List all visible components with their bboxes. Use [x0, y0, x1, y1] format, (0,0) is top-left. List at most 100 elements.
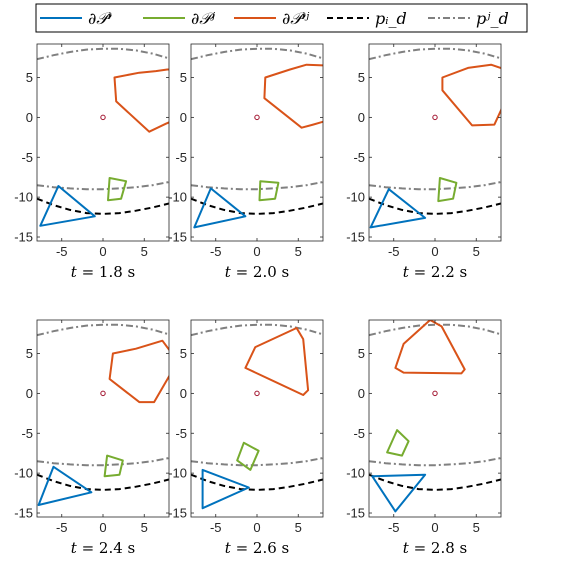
- y-tick-label: -10: [346, 190, 365, 205]
- panel-title-unit: s: [123, 539, 135, 557]
- P-i-polygon: [37, 465, 93, 506]
- center-marker: [100, 114, 106, 121]
- panel-title-unit: s: [455, 539, 467, 557]
- x-tick-label: 5: [141, 520, 148, 535]
- x-tick-label: -5: [210, 520, 222, 535]
- panel-2: -5 0 5 5 0 -5 -10 -15 t = 2.2 s: [346, 43, 502, 281]
- pd-j-curve: [369, 181, 501, 191]
- plot-area: [369, 320, 501, 513]
- pd-j-upper-curve: [191, 323, 323, 337]
- P-i-polygon: [39, 185, 96, 227]
- panel-title-eq: =: [231, 263, 253, 281]
- panel-title: t = 2.6 s: [225, 539, 289, 557]
- x-tick-label: -5: [210, 244, 222, 259]
- x-tick-label: 5: [141, 244, 148, 259]
- y-tick-label: 5: [26, 70, 33, 85]
- pd-i-curve: [191, 197, 323, 215]
- y-tick-label: -15: [346, 230, 365, 245]
- P-j-polygon: [258, 180, 280, 202]
- P-j-polygon: [437, 177, 458, 203]
- center-marker: [432, 114, 438, 121]
- panel-title-var: t: [403, 263, 410, 281]
- pd-j-upper-curve: [369, 47, 501, 61]
- plot-area: [191, 47, 323, 229]
- plot-area: [191, 323, 323, 510]
- P-ij-polygon: [244, 327, 310, 396]
- panel-title-var: t: [403, 539, 410, 557]
- center-marker: [254, 114, 260, 121]
- y-tick-label: -15: [14, 506, 33, 521]
- panel-title-var: t: [225, 539, 232, 557]
- panel-title-value: 2.8: [431, 539, 455, 557]
- plot-area: [369, 47, 501, 229]
- y-tick-label: -10: [168, 190, 187, 205]
- y-tick-label: 0: [26, 386, 33, 401]
- panel-title-value: 2.2: [431, 263, 455, 281]
- y-tick-label: -15: [346, 506, 365, 521]
- x-tick-label: -5: [56, 520, 68, 535]
- axes-box: [36, 43, 170, 242]
- panels: -5 0 5 5 0 -5 -10 -15 t = 1.8 s -5 0 5 5 0 -5 -10 -15 t =…: [14, 43, 502, 557]
- axes-box: [368, 43, 502, 242]
- pd-j-upper-curve: [37, 323, 169, 337]
- x-tick-label: -5: [388, 244, 400, 259]
- y-tick-label: -5: [175, 426, 187, 441]
- y-tick-label: 5: [180, 70, 187, 85]
- legend-label-4: pʲ_d: [476, 9, 509, 28]
- panel-title-var: t: [225, 263, 232, 281]
- y-tick-label: -15: [14, 230, 33, 245]
- panel-title: t = 2.2 s: [403, 263, 467, 281]
- P-ij-polygon: [441, 63, 501, 127]
- panel-title-value: 2.0: [253, 263, 277, 281]
- panel-title-eq: =: [231, 539, 253, 557]
- pd-j-curve: [191, 181, 323, 191]
- panel-title-value: 1.8: [99, 263, 123, 281]
- P-i-polygon: [193, 187, 247, 229]
- x-tick-label: 5: [473, 520, 480, 535]
- x-tick-label: 5: [295, 244, 302, 259]
- legend-label-0: ∂𝒫ⁱ: [88, 9, 112, 28]
- pd-j-curve: [37, 181, 169, 191]
- legend-label-1: ∂𝒫ʲ: [191, 9, 216, 28]
- P-j-polygon: [107, 177, 128, 202]
- pd-i-curve: [369, 197, 501, 215]
- center-marker: [254, 390, 260, 397]
- y-tick-label: 0: [358, 386, 365, 401]
- P-i-polygon: [369, 188, 427, 229]
- P-i-polygon: [201, 468, 250, 510]
- center-marker: [100, 390, 106, 397]
- panel-1: -5 0 5 5 0 -5 -10 -15 t = 2.0 s: [168, 43, 324, 281]
- legend-label-3: pᵢ_d: [375, 9, 407, 28]
- pd-j-upper-curve: [369, 323, 501, 337]
- panel-title-unit: s: [277, 263, 289, 281]
- panel-title-unit: s: [455, 263, 467, 281]
- x-tick-label: -5: [388, 520, 400, 535]
- y-tick-label: -5: [353, 150, 365, 165]
- panel-0: -5 0 5 5 0 -5 -10 -15 t = 1.8 s: [14, 43, 170, 281]
- P-ij-polygon: [394, 320, 466, 375]
- x-tick-label: 0: [431, 244, 438, 259]
- y-tick-label: -15: [168, 230, 187, 245]
- y-tick-label: -5: [353, 426, 365, 441]
- axes-box: [368, 319, 502, 518]
- x-tick-label: 0: [99, 520, 106, 535]
- y-tick-label: -15: [168, 506, 187, 521]
- panel-title-eq: =: [409, 263, 431, 281]
- panel-title-value: 2.6: [253, 539, 277, 557]
- y-tick-label: 5: [358, 346, 365, 361]
- axes-box: [36, 319, 170, 518]
- panel-title-unit: s: [277, 539, 289, 557]
- P-j-polygon: [386, 429, 410, 457]
- panel-title: t = 1.8 s: [71, 263, 135, 281]
- panel-title-eq: =: [77, 263, 99, 281]
- P-i-polygon: [371, 473, 427, 513]
- y-tick-label: -5: [175, 150, 187, 165]
- P-ij-polygon: [113, 68, 169, 133]
- y-tick-label: 0: [358, 110, 365, 125]
- y-tick-label: 5: [358, 70, 365, 85]
- axes-box: [190, 43, 324, 242]
- plot-area: [37, 323, 169, 506]
- panel-title: t = 2.8 s: [403, 539, 467, 557]
- y-tick-label: -10: [346, 466, 365, 481]
